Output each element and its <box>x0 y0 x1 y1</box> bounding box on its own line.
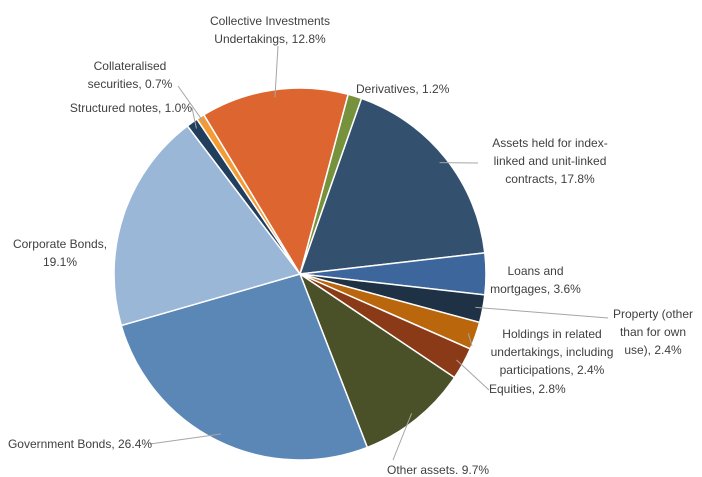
leader-line <box>177 85 205 124</box>
leader-line <box>392 413 413 461</box>
data-label: Holdings in related undertakings, includ… <box>490 327 614 377</box>
data-label: Equities, 2.8% <box>489 382 566 396</box>
data-label: Assets held for index-linked and unit-li… <box>492 136 608 186</box>
pie-slice <box>298 97 486 275</box>
leader-line <box>191 107 197 129</box>
data-label: Collateralised securities, 0.7% <box>87 59 173 91</box>
leader-line <box>149 433 221 445</box>
pie-slice <box>202 87 350 276</box>
pie-slice <box>298 272 456 449</box>
pie-slice <box>120 273 369 461</box>
data-label: Government Bonds, 26.4% <box>7 437 153 451</box>
pie-slice <box>113 124 302 327</box>
leader-line <box>456 359 490 391</box>
data-label: Loans and mortgages, 3.6% <box>490 264 581 296</box>
data-label: Corporate Bonds, 19.1% <box>12 237 108 269</box>
data-label: Structured notes, 1.0% <box>69 101 192 115</box>
data-label: Property (other than for own use), 2.4% <box>612 307 694 357</box>
data-label: Other assets. 9.7% <box>387 463 490 477</box>
data-label: Collective Investments Undertakings, 12.… <box>209 14 331 46</box>
leader-line <box>467 333 473 347</box>
leader-line <box>475 306 609 319</box>
leader-line <box>274 45 279 98</box>
data-label: Derivatives, 1.2% <box>356 82 450 96</box>
